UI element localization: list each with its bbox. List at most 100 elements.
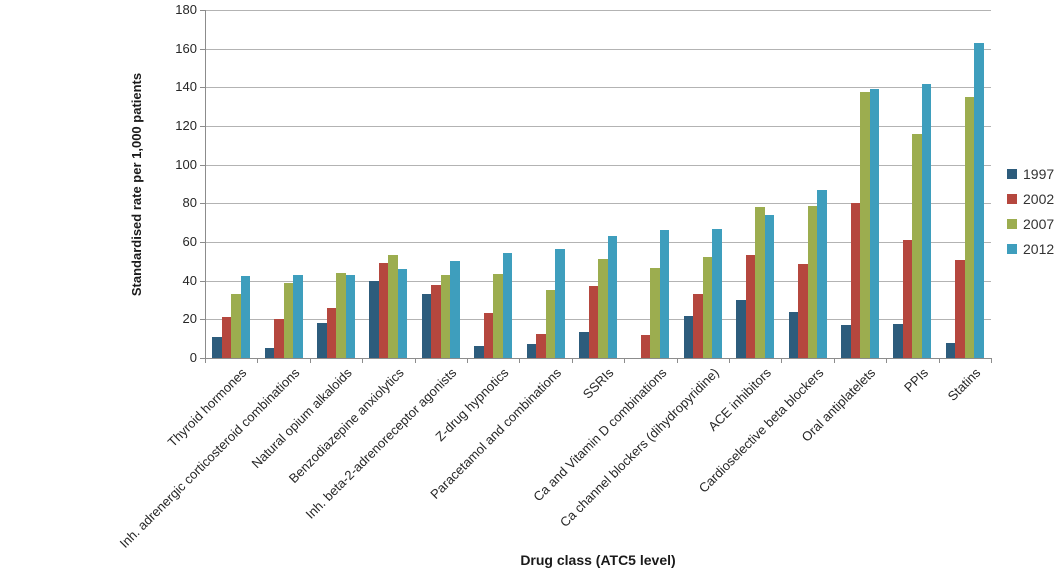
bar-1997	[526, 344, 537, 358]
bar-2002	[850, 203, 860, 358]
legend-item-2012: 2012	[1007, 237, 1054, 260]
bar-2012	[293, 275, 303, 358]
y-axis-tick	[200, 281, 205, 282]
bar-2002	[483, 313, 494, 358]
gridline	[205, 165, 991, 166]
bar-1997	[369, 281, 379, 358]
bar-2002	[274, 319, 284, 358]
bar-2012	[555, 249, 565, 358]
x-axis-tick	[729, 358, 730, 363]
bar-1997	[317, 323, 327, 358]
x-axis-tick	[572, 358, 573, 363]
x-axis-tick	[677, 358, 678, 363]
x-category-label: Natural opium alkaloids	[248, 365, 355, 472]
y-tick-label: 140	[175, 79, 197, 94]
y-axis-tick	[200, 10, 205, 11]
y-axis-tick	[200, 242, 205, 243]
x-axis-tick	[362, 358, 363, 363]
y-tick-label: 120	[175, 118, 197, 133]
bar-2007	[388, 255, 398, 358]
y-axis-title: Standardised rate per 1,000 patients	[122, 10, 152, 358]
bar-2012	[659, 230, 670, 358]
y-axis-title-text: Standardised rate per 1,000 patients	[129, 72, 145, 296]
bar-2012	[817, 190, 827, 358]
legend-swatch-2012	[1007, 243, 1017, 254]
bar-2007	[912, 134, 922, 358]
x-axis-tick	[257, 358, 258, 363]
bar-2007	[336, 273, 346, 358]
x-axis-category-labels: Thyroid hormones Inh. adrenergic corticos…	[116, 359, 991, 579]
bar-2007	[545, 290, 556, 358]
bar-2002	[221, 317, 232, 358]
bar-2002	[326, 308, 336, 358]
bar-1997	[683, 316, 694, 358]
legend-label: 2012	[1023, 240, 1055, 257]
x-axis-tick	[415, 358, 416, 363]
x-axis-tick	[467, 358, 468, 363]
bar-2002	[902, 240, 913, 358]
bar-2002	[378, 263, 389, 358]
bar-2007	[598, 259, 608, 358]
bar-2012	[397, 269, 408, 358]
bar-2012	[869, 89, 879, 358]
legend-item-2002: 2002	[1007, 187, 1054, 210]
bar-1997	[212, 337, 222, 358]
bar-2002	[955, 260, 965, 358]
bar-2002	[640, 335, 651, 358]
bar-2007	[231, 294, 241, 358]
bar-1997	[264, 348, 275, 358]
bar-1997	[841, 325, 851, 358]
gridline	[205, 10, 991, 11]
x-axis-tick	[519, 358, 520, 363]
bar-2007	[650, 268, 660, 358]
y-tick-label: 40	[182, 273, 197, 288]
bar-2012	[450, 261, 460, 358]
bar-2007	[702, 257, 713, 358]
gridline	[205, 126, 991, 127]
y-axis-tick	[200, 203, 205, 204]
bar-2007	[807, 206, 818, 358]
legend-swatch-2002	[1007, 193, 1017, 204]
legend-swatch-1997	[1007, 168, 1017, 179]
y-tick-label: 20	[182, 311, 197, 326]
y-tick-label: 60	[182, 234, 197, 249]
bar-1997	[736, 300, 746, 358]
bar-2007	[283, 283, 294, 358]
x-axis-tick	[205, 358, 206, 363]
y-axis-line	[205, 10, 206, 359]
y-axis-tick	[200, 358, 205, 359]
bar-2007	[964, 97, 975, 358]
gridline	[205, 242, 991, 243]
legend: 1997 2002 2007 2012	[1007, 162, 1054, 262]
x-axis-tick	[886, 358, 887, 363]
y-tick-label: 180	[175, 2, 197, 17]
x-axis-title: Drug class (ATC5 level)	[520, 552, 676, 568]
bar-2002	[588, 286, 598, 358]
bar-2002	[431, 285, 441, 358]
bar-2012	[607, 236, 617, 358]
x-category-label: PPIs	[900, 365, 932, 396]
x-category-label: Statins	[944, 365, 984, 404]
plot-area	[205, 10, 991, 359]
y-tick-label: 100	[175, 157, 197, 172]
gridline	[205, 49, 991, 50]
bar-2012	[240, 276, 251, 358]
gridline	[205, 87, 991, 88]
bar-2012	[921, 84, 932, 358]
bar-1997	[421, 294, 432, 358]
bar-2002	[693, 294, 703, 358]
x-category-label: SSRIs	[579, 365, 617, 402]
legend-item-2007: 2007	[1007, 212, 1054, 235]
y-axis-tick	[200, 87, 205, 88]
bar-2002	[536, 334, 546, 358]
x-axis-tick	[624, 358, 625, 363]
y-axis-tick	[200, 319, 205, 320]
bar-1997	[579, 332, 589, 358]
bar-2012	[345, 275, 355, 358]
bar-2012	[764, 215, 775, 358]
bar-1997	[945, 343, 956, 358]
x-axis-tick	[781, 358, 782, 363]
bar-2007	[493, 274, 503, 358]
bar-2002	[745, 255, 756, 358]
